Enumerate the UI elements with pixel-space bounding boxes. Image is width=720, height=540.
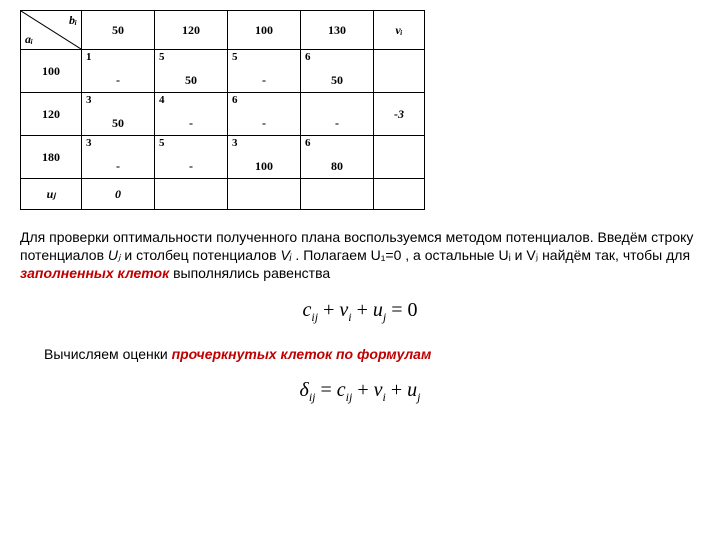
uj-blank — [374, 179, 425, 210]
cell: 350 — [82, 93, 155, 136]
diag-header: bᵢ aᵢ — [21, 11, 82, 50]
uj-val: 0 — [82, 179, 155, 210]
transport-table: bᵢ aᵢ 50 120 100 130 vᵢ 100 1- 550 5- 65… — [20, 10, 700, 210]
cell: 5- — [155, 136, 228, 179]
cell: 1- — [82, 50, 155, 93]
v-pot: -3 — [374, 93, 425, 136]
col-head: 130 — [301, 11, 374, 50]
cell: 3- — [82, 136, 155, 179]
col-head: 120 — [155, 11, 228, 50]
cell: 680 — [301, 136, 374, 179]
paragraph-1: Для проверки оптимальности полученного п… — [20, 228, 700, 283]
equation-1: cij + vi + uj = 0 — [20, 299, 700, 325]
b-label: bᵢ — [69, 13, 77, 28]
v-pot — [374, 136, 425, 179]
row-supply: 120 — [21, 93, 82, 136]
uj-val — [155, 179, 228, 210]
cell: 650 — [301, 50, 374, 93]
row-supply: 180 — [21, 136, 82, 179]
col-head: 100 — [228, 11, 301, 50]
cell: 4- — [155, 93, 228, 136]
cell: - — [301, 93, 374, 136]
col-head: 50 — [82, 11, 155, 50]
crossed-cells-em: прочеркнутых клеток по формулам — [172, 346, 432, 362]
uj-val — [228, 179, 301, 210]
uj-label: uⱼ — [21, 179, 82, 210]
a-label: aᵢ — [25, 32, 33, 47]
cell: 6- — [228, 93, 301, 136]
cell: 3100 — [228, 136, 301, 179]
cell: 5- — [228, 50, 301, 93]
row-supply: 100 — [21, 50, 82, 93]
uj-val — [301, 179, 374, 210]
filled-cells-em: заполненных клеток — [20, 265, 169, 281]
v-head: vᵢ — [374, 11, 425, 50]
paragraph-2: Вычисляем оценки прочеркнутых клеток по … — [44, 345, 700, 363]
cell: 550 — [155, 50, 228, 93]
v-pot — [374, 50, 425, 93]
equation-2: δij = cij + vi + uj — [20, 379, 700, 405]
